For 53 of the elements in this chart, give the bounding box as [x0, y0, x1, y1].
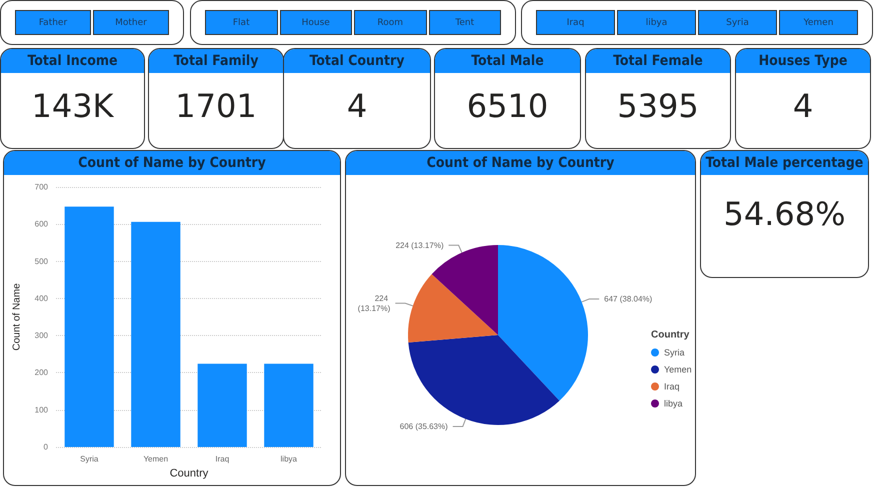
- text: Yemen: [779, 10, 858, 35]
- y-tick-label: 200: [34, 368, 49, 378]
- text: 6510: [466, 87, 550, 125]
- y-tick-label: 100: [34, 405, 49, 414]
- chart-title: Count of Name by Country: [346, 151, 695, 175]
- y-axis-title: Count of Name: [12, 282, 22, 351]
- legend-label: Syria: [664, 348, 685, 358]
- bar: [131, 222, 180, 447]
- legend-label: Iraq: [664, 382, 680, 392]
- text: 5395: [616, 87, 700, 125]
- text: libya: [617, 10, 696, 35]
- bar: [198, 364, 247, 447]
- data-label: 224 (13.17%): [396, 240, 444, 250]
- text: 54.68%: [722, 195, 846, 233]
- x-axis-title: Country: [170, 467, 209, 480]
- text: House: [280, 10, 352, 35]
- text: Total Male percentage: [701, 151, 868, 175]
- x-tick-label: libya: [280, 454, 298, 464]
- x-tick-label: Syria: [80, 454, 99, 464]
- text: Houses Type: [736, 49, 870, 73]
- y-tick-label: 700: [34, 182, 49, 192]
- text: Mother: [93, 10, 169, 35]
- y-tick-label: 600: [34, 220, 49, 229]
- legend-title: Country: [651, 330, 690, 340]
- text: 4: [792, 87, 814, 125]
- data-label: 647 (38.04%): [604, 294, 653, 304]
- y-tick-label: 0: [44, 442, 49, 452]
- legend-label: Yemen: [664, 364, 692, 374]
- text: 4: [346, 87, 368, 125]
- chart-title: Count of Name by Country: [4, 151, 340, 175]
- text: Iraq: [536, 10, 615, 35]
- y-tick-label: 300: [34, 331, 49, 340]
- text: Flat: [205, 10, 278, 35]
- text: 1701: [174, 87, 258, 125]
- text: Father: [15, 10, 91, 35]
- data-label: 224 (13.17%): [358, 294, 391, 313]
- x-tick-label: Iraq: [215, 454, 230, 464]
- bar: [264, 364, 314, 447]
- text: Total Country: [284, 49, 430, 73]
- x-tick-label: Yemen: [143, 454, 168, 464]
- text: Total Male: [435, 49, 580, 73]
- text: Tent: [428, 10, 501, 35]
- text: 143K: [30, 87, 115, 125]
- text: Total Income: [1, 49, 144, 73]
- y-tick-label: 500: [34, 256, 49, 266]
- text: Total Family: [149, 49, 283, 73]
- data-label: 606 (35.63%): [400, 422, 448, 431]
- bar: [64, 206, 114, 447]
- y-tick-label: 400: [34, 294, 49, 303]
- text: Syria: [698, 10, 777, 35]
- text: Room: [354, 10, 426, 35]
- text: Total Female: [586, 49, 730, 73]
- legend-label: libya: [664, 398, 683, 408]
